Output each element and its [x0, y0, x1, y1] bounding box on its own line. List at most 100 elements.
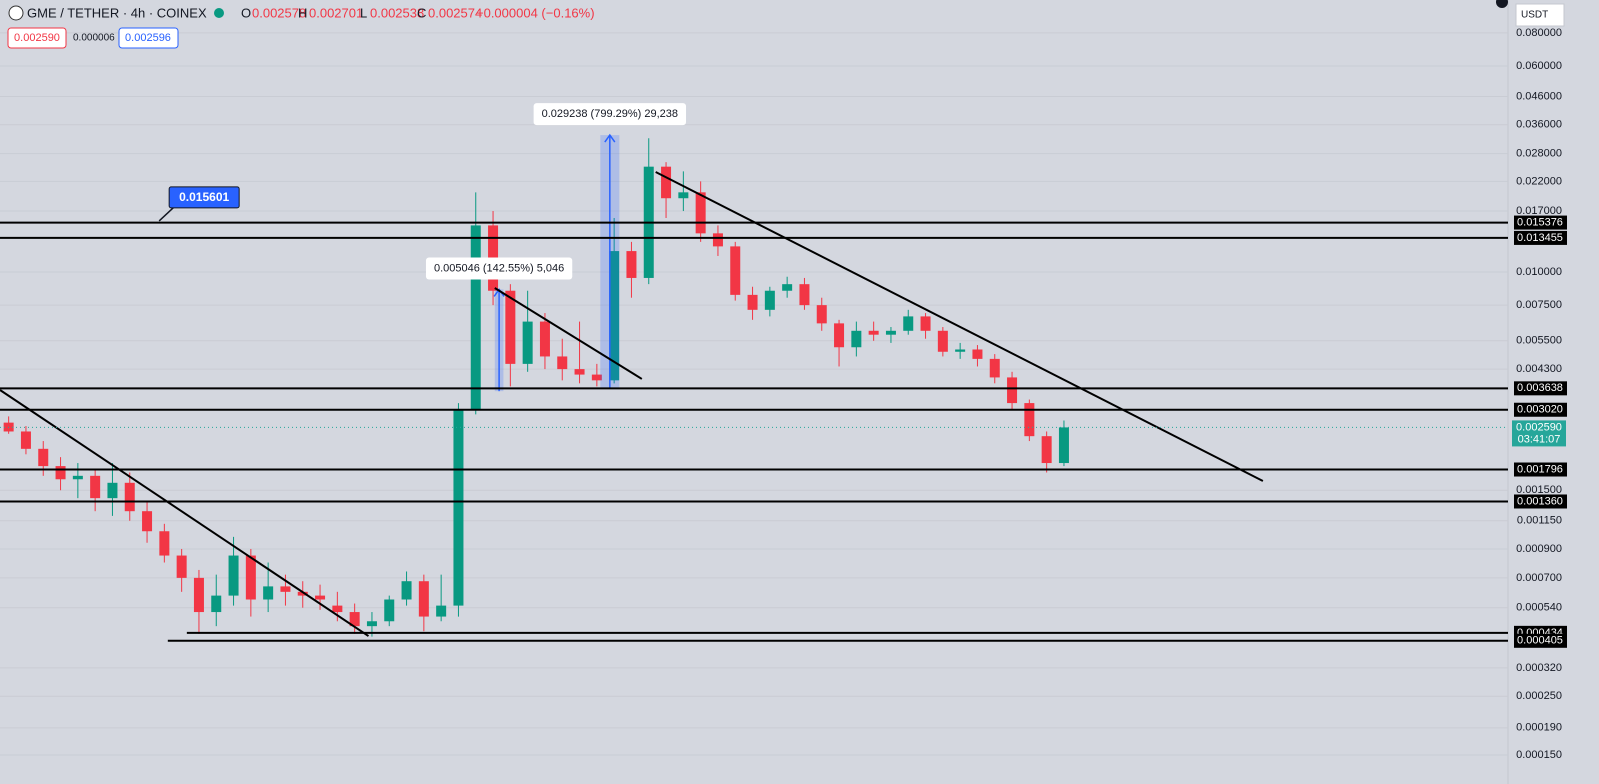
change: −0.000004 (−0.16%) — [476, 5, 595, 20]
header: GME / TETHER · 4h · COINEX O 0.002578 H … — [7, 5, 595, 49]
level-label-box — [1514, 462, 1567, 477]
candle-body — [678, 192, 689, 199]
candle-body — [557, 356, 568, 370]
status-dot — [214, 8, 224, 18]
candle-body — [712, 233, 723, 247]
candle-body — [816, 305, 827, 324]
candle-body — [72, 475, 83, 480]
candle-body — [764, 290, 775, 310]
ohlc-value: 0.002574 — [428, 5, 482, 20]
plot: 0.005046 (142.55%) 5,046 0.029238 (799.29… — [0, 32, 1508, 756]
candle-body — [937, 330, 948, 352]
candle-body — [1024, 403, 1035, 437]
candle-body — [453, 410, 464, 606]
level-label: 0.015376 — [1517, 216, 1563, 228]
y-tick-label: 0.000540 — [1516, 602, 1562, 614]
candle-body — [470, 225, 481, 411]
candle-body — [349, 612, 360, 627]
candle-body — [989, 358, 1000, 378]
candle-body — [1041, 436, 1052, 464]
ohlc-key: H — [298, 5, 307, 20]
ask-box[interactable] — [118, 27, 179, 49]
candle-body — [107, 482, 118, 499]
level-label-box — [1514, 230, 1567, 245]
y-tick-label: 0.060000 — [1516, 60, 1562, 72]
candle-body — [695, 192, 706, 234]
y-tick-label: 0.000190 — [1516, 722, 1562, 734]
candle-body — [591, 374, 602, 381]
y-tick-label: 0.010000 — [1516, 266, 1562, 278]
measure-label-box — [533, 103, 687, 126]
ohlc-value: 0.002538 — [370, 5, 424, 20]
y-tick-label: 0.000150 — [1516, 749, 1562, 761]
level-label: 0.001796 — [1517, 463, 1563, 475]
candle-body — [263, 586, 274, 600]
candle-body — [1058, 427, 1069, 464]
candle-body — [903, 316, 914, 331]
candle-body — [159, 531, 170, 556]
trendline — [494, 287, 643, 380]
candle-body — [782, 284, 793, 291]
y-tick-label: 0.022000 — [1516, 175, 1562, 187]
candle-body — [20, 431, 31, 449]
currency-box[interactable] — [1515, 3, 1565, 27]
candle-body — [955, 349, 966, 352]
candle-body — [193, 577, 204, 613]
symbol-icon — [8, 5, 24, 21]
candle-body — [315, 595, 326, 600]
last-price-label: 0.002590 — [1516, 421, 1562, 433]
y-tick-label: 0.036000 — [1516, 119, 1562, 131]
candle-body — [55, 466, 66, 480]
candle-body — [505, 290, 516, 364]
y-tick-label: 0.005500 — [1516, 335, 1562, 347]
bid-box[interactable] — [7, 27, 67, 49]
candle-body — [142, 511, 153, 532]
settings-icon[interactable] — [1496, 0, 1508, 8]
measure-label: 0.029238 (799.29%) 29,238 — [542, 108, 678, 120]
candle-body — [972, 349, 983, 359]
candle-body — [245, 555, 256, 600]
candle-body — [868, 330, 879, 335]
candle-body — [799, 284, 810, 306]
measure-label-box — [425, 257, 573, 280]
level-label: 0.000405 — [1517, 635, 1563, 647]
candle-body — [384, 599, 395, 622]
candle-body — [366, 621, 377, 627]
y-tick-label: 0.080000 — [1516, 27, 1562, 39]
candle-body — [834, 323, 845, 348]
level-label-box — [1514, 633, 1567, 648]
candle-body — [851, 330, 862, 348]
candle-body — [297, 591, 308, 596]
candle-body — [418, 581, 429, 617]
callout-box — [168, 186, 240, 209]
bid: 0.002590 — [14, 32, 60, 44]
currency: USDT — [1521, 10, 1548, 21]
candle-body — [90, 475, 101, 499]
candle-body — [38, 448, 49, 467]
ohlc-value: 0.002578 — [252, 5, 306, 20]
candle-body — [626, 251, 637, 278]
candle-body — [228, 555, 239, 596]
level-label: 0.001360 — [1517, 495, 1563, 507]
y-tick-label: 0.000700 — [1516, 572, 1562, 584]
candle-body — [280, 586, 291, 592]
ohlc-key: C — [417, 5, 426, 20]
candle-body — [522, 321, 533, 364]
countdown: 03:41:07 — [1518, 433, 1561, 445]
trendline — [0, 389, 370, 637]
level-label-box — [1514, 494, 1567, 509]
candle-body — [124, 482, 135, 512]
candle-body — [176, 555, 187, 578]
level-label: 0.013455 — [1517, 232, 1563, 244]
ask: 0.002596 — [125, 32, 171, 44]
callout-label: 0.015601 — [179, 190, 229, 204]
y-tick-label: 0.001500 — [1516, 484, 1562, 496]
y-tick-label: 0.028000 — [1516, 148, 1562, 160]
y-tick-label: 0.046000 — [1516, 90, 1562, 102]
candle-body — [574, 369, 585, 375]
y-tick-label: 0.001150 — [1517, 515, 1562, 527]
candle-body — [661, 166, 672, 199]
symbol: GME / TETHER · 4h · COINEX — [27, 5, 207, 20]
callout-pointer — [158, 206, 175, 222]
